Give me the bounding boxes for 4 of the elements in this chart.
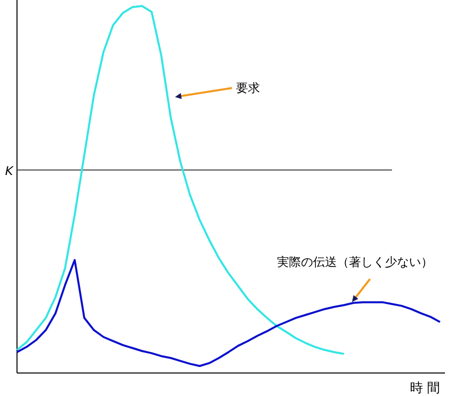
- x-axis-title: 時 間: [410, 381, 440, 396]
- annotation: 要求: [236, 81, 260, 95]
- annotation: 実際の伝送（著しく少ない）: [277, 255, 433, 269]
- ref-line-label: K: [5, 164, 14, 178]
